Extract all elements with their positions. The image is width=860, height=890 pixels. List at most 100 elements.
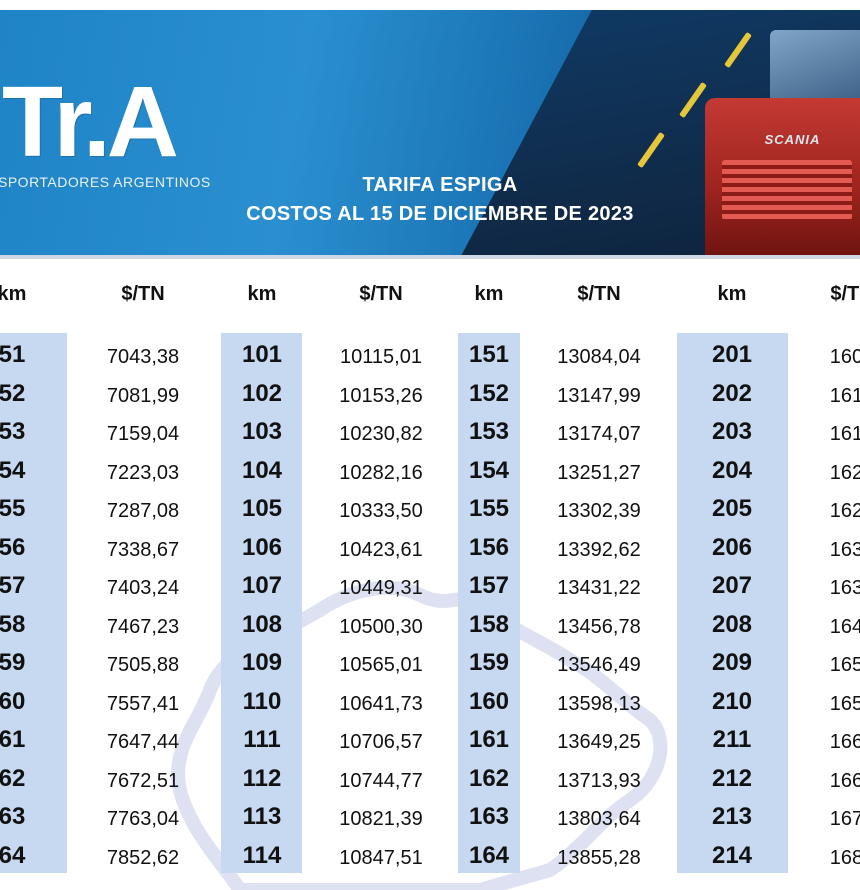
km-cell: 61	[0, 726, 26, 753]
price-cell: 13456,78	[557, 615, 641, 638]
price-cell: 7338,67	[106, 538, 180, 561]
truck-brand-label: SCANIA	[764, 132, 821, 147]
km-cell: 155	[468, 495, 510, 522]
km-cell: 164	[468, 841, 510, 869]
km-cell: 110	[242, 687, 282, 715]
km-cell: 112	[242, 764, 282, 792]
price-cell: 10282,16	[339, 461, 423, 484]
km-cell: 153	[468, 418, 510, 445]
price-cell: 10744,77	[339, 769, 423, 792]
price-cell: 1613	[829, 423, 860, 445]
km-cell: 57	[0, 572, 26, 599]
km-cell: 51	[0, 341, 26, 368]
km-cell: 209	[711, 649, 753, 676]
price-cell: 1661	[829, 731, 860, 753]
column-header-km: km	[474, 283, 504, 305]
price-cell: 13546,49	[557, 654, 641, 676]
price-cell: 13431,22	[557, 577, 641, 599]
logo: Tr.A	[2, 66, 179, 178]
km-cell: 101	[241, 341, 283, 368]
km-cell: 53	[0, 418, 26, 445]
km-cell: 59	[0, 649, 26, 676]
km-cell: 158	[468, 610, 510, 638]
price-cell: 10641,73	[339, 692, 423, 715]
km-cell: 210	[711, 687, 753, 715]
km-cell: 202	[711, 379, 753, 407]
price-cell: 10230,82	[339, 423, 423, 445]
price-cell: 10821,39	[339, 808, 423, 830]
price-cell: 1655	[829, 692, 860, 715]
column-header-price: $/TN	[359, 283, 403, 305]
top-strip	[0, 0, 860, 10]
km-cell: 54	[0, 456, 26, 484]
price-cell: 7647,44	[106, 731, 180, 753]
km-column-highlight	[0, 333, 67, 873]
truck-grille	[722, 160, 852, 220]
price-cell: 7852,62	[106, 846, 180, 869]
price-cell: 1650	[829, 654, 860, 676]
price-cell: 7467,23	[106, 615, 180, 638]
price-cell: 1638	[829, 577, 860, 599]
km-cell: 207	[711, 572, 753, 599]
price-cell: 13713,93	[557, 769, 641, 792]
km-cell: 63	[0, 803, 26, 830]
price-cell: 10153,26	[339, 384, 423, 407]
column-header-km: km	[247, 283, 277, 305]
price-cell: 13803,64	[557, 808, 641, 830]
km-cell: 55	[0, 495, 26, 522]
km-cell: 161	[468, 726, 510, 753]
km-cell: 214	[711, 841, 753, 869]
price-cell: 7763,04	[106, 808, 180, 830]
km-cell: 108	[241, 610, 283, 638]
price-cell: 13855,28	[557, 846, 641, 869]
price-cell: 10449,31	[339, 577, 423, 599]
km-cell: 107	[241, 572, 283, 599]
price-cell: 7043,38	[106, 346, 180, 368]
price-cell: 10500,30	[339, 615, 423, 638]
km-cell: 56	[0, 533, 26, 561]
price-cell: 1668	[829, 769, 860, 792]
price-cell: 10423,61	[339, 538, 423, 561]
km-cell: 151	[468, 341, 510, 368]
km-cell: 109	[241, 649, 283, 676]
price-cell: 13302,39	[557, 500, 641, 522]
price-cell: 10565,01	[339, 654, 423, 676]
km-cell: 113	[242, 803, 282, 830]
price-cell: 1681	[829, 846, 860, 869]
km-cell: 111	[243, 726, 281, 753]
price-cell: 13084,04	[557, 346, 641, 368]
km-cell: 204	[711, 456, 753, 484]
km-cell: 213	[711, 803, 753, 830]
km-cell: 60	[0, 687, 26, 715]
banner-divider	[0, 255, 860, 259]
price-cell: 7287,08	[106, 500, 180, 522]
price-cell: 7159,04	[106, 423, 180, 445]
column-header-km: km	[0, 283, 27, 305]
km-cell: 104	[241, 456, 283, 484]
price-cell: 7672,51	[106, 769, 180, 792]
price-cell: 10333,50	[339, 500, 423, 522]
km-cell: 160	[468, 687, 510, 715]
km-column-highlight	[221, 333, 302, 873]
column-header-price: $/TN	[830, 283, 860, 305]
km-cell: 58	[0, 610, 26, 638]
price-cell: 10115,01	[340, 346, 422, 368]
price-cell: 1623	[829, 500, 860, 522]
km-cell: 201	[711, 341, 753, 368]
price-cell: 13147,99	[557, 384, 641, 407]
km-cell: 152	[468, 379, 510, 407]
km-cell: 62	[0, 764, 26, 792]
price-cell: 13598,13	[557, 692, 641, 715]
logo-subtitle: SPORTADORES ARGENTINOS	[0, 174, 211, 190]
km-cell: 205	[711, 495, 753, 522]
price-cell: 7505,88	[106, 654, 180, 676]
km-cell: 154	[468, 456, 510, 484]
km-cell: 163	[468, 803, 510, 830]
km-cell: 52	[0, 379, 26, 407]
price-cell: 10847,51	[339, 846, 423, 869]
price-cell: 7403,24	[106, 577, 180, 599]
